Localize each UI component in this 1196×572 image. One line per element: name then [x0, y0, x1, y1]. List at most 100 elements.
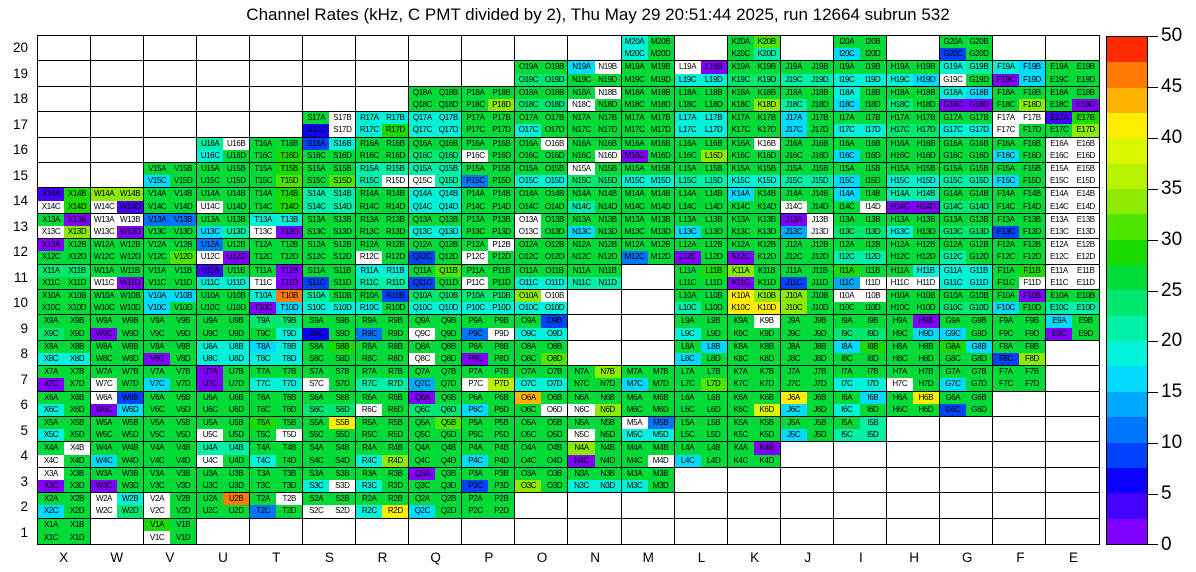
heatmap-cell: L10A: [674, 289, 701, 303]
heatmap-cell: H18D: [912, 98, 939, 112]
heatmap-cell: H10D: [912, 302, 939, 315]
heatmap-cell: S15D: [329, 175, 356, 188]
heatmap-cell: J15D: [806, 175, 833, 188]
heatmap-cell: H10C: [886, 302, 913, 315]
grid-box-P4: P4A P4B P4C P4D: [462, 442, 516, 468]
grid-box-G2: [939, 493, 993, 519]
grid-box-U14: U14A U14B U14C U14D: [197, 188, 251, 214]
grid-box-S4: S4A S4B S4C S4D: [303, 442, 357, 468]
heatmap-cell: L5C: [674, 429, 701, 442]
heatmap-cell: U2D: [223, 505, 250, 518]
heatmap-cell: T14C: [250, 200, 277, 213]
heatmap-cell: O19A: [515, 61, 542, 74]
heatmap-cell: N3A: [568, 467, 595, 480]
heatmap-cell: I14C: [833, 200, 860, 213]
heatmap-cell: K7B: [753, 366, 780, 379]
heatmap-cell: V1B: [170, 518, 197, 532]
heatmap-cell: T9A: [250, 315, 277, 328]
heatmap-cell: K8D: [753, 352, 780, 366]
grid-box-F10: F10A F10B F10C F10D: [992, 289, 1046, 316]
heatmap-cell: F8D: [1018, 352, 1045, 366]
colorbar-tick: [1148, 87, 1158, 88]
heatmap-cell: O6C: [515, 403, 542, 416]
heatmap-cell: N4D: [594, 454, 621, 467]
heatmap-cell: P8D: [488, 352, 515, 366]
heatmap-cell: I11A: [833, 264, 860, 277]
heatmap-cell: G13A: [939, 213, 966, 226]
heatmap-cell: K13C: [727, 225, 754, 239]
heatmap-cell: U14C: [197, 200, 224, 213]
heatmap-cell: U4D: [223, 454, 250, 467]
heatmap-cell: K5D: [753, 429, 780, 442]
heatmap-cell: O9C: [515, 327, 542, 340]
grid-box-L14: L14A L14B L14C L14D: [674, 188, 728, 214]
grid-box-R8: R8A R8B R8C R8D: [356, 340, 410, 367]
heatmap-cell: V10D: [170, 302, 197, 315]
colorbar-band: [1107, 113, 1147, 139]
heatmap-cell: E13B: [1072, 213, 1099, 226]
heatmap-cell: E15B: [1072, 162, 1099, 176]
grid-box-W6: W6A W6B W6C W6D: [91, 391, 145, 417]
heatmap-cell: O19D: [541, 73, 568, 86]
heatmap-cell: O9A: [515, 315, 542, 328]
heatmap-cell: O17C: [515, 124, 542, 137]
heatmap-cell: F17C: [992, 124, 1019, 137]
grid-box-O2: [515, 493, 569, 519]
heatmap-cell: R15C: [356, 175, 383, 188]
heatmap-cell: R12D: [382, 251, 409, 264]
heatmap-cell: Q4A: [409, 442, 436, 455]
heatmap-cell: E10D: [1072, 302, 1099, 315]
grid-box-N15: N15A N15B N15C N15D: [568, 162, 622, 189]
grid-box-G8: G8A G8B G8C G8D: [939, 340, 993, 367]
heatmap-cell: T10C: [250, 302, 277, 315]
grid-box-V18: [144, 86, 198, 113]
heatmap-cell: W14C: [91, 200, 118, 213]
heatmap-cell: V4A: [144, 442, 171, 455]
heatmap-cell: V4D: [170, 454, 197, 467]
grid-box-W13: W13A W13B W13C W13D: [91, 213, 145, 240]
heatmap-cell: F13D: [1018, 225, 1045, 239]
heatmap-cell: J15C: [780, 175, 807, 188]
heatmap-cell: R16B: [382, 137, 409, 150]
heatmap-cell: M3A: [621, 467, 648, 480]
grid-box-L19: L19A L19B L19C L19D: [674, 61, 728, 87]
heatmap-cell: O12B: [541, 239, 568, 252]
heatmap-cell: W5A: [91, 416, 118, 430]
heatmap-cell: M13D: [647, 225, 674, 239]
heatmap-cell: J5A: [780, 416, 807, 430]
heatmap-cell: M4D: [647, 454, 674, 467]
heatmap-cell: I9A: [833, 315, 860, 328]
heatmap-cell: F17A: [992, 112, 1019, 125]
colorbar-tick: [1148, 138, 1158, 139]
heatmap-cell: V2B: [170, 493, 197, 506]
heatmap-cell: F10D: [1018, 302, 1045, 315]
grid-box-L15: L15A L15B L15C L15D: [674, 162, 728, 189]
heatmap-cell: Q18B: [435, 86, 462, 99]
grid-box-G16: G16A G16B G16C G16D: [939, 137, 993, 163]
heatmap-cell: W5D: [117, 429, 144, 442]
grid-box-J16: J16A J16B J16C J16D: [780, 137, 834, 163]
heatmap-cell: F14A: [992, 188, 1019, 201]
heatmap-cell: E19B: [1072, 61, 1099, 74]
grid-box-X9: X9A X9B X9C X9D: [38, 315, 92, 341]
heatmap-cell: I20D: [859, 48, 886, 61]
grid-box-R4: R4A R4B R4C R4D: [356, 442, 410, 468]
heatmap-cell: I18B: [859, 86, 886, 99]
heatmap-cell: O11C: [515, 276, 542, 289]
heatmap-cell: J12D: [806, 251, 833, 264]
grid-box-S20: [303, 36, 357, 62]
heatmap-cell: V12C: [144, 251, 171, 264]
heatmap-cell: H10A: [886, 289, 913, 303]
heatmap-cell: Q3C: [409, 479, 436, 493]
heatmap-cell: H13B: [912, 213, 939, 226]
heatmap-cell: V10C: [144, 302, 171, 315]
heatmap-cell: F12D: [1018, 251, 1045, 264]
heatmap-cell: N4C: [568, 454, 595, 467]
heatmap-cell: R11D: [382, 276, 409, 289]
heatmap-cell: H14C: [886, 200, 913, 213]
heatmap-cell: R5A: [356, 416, 383, 430]
grid-box-S19: [303, 61, 357, 87]
heatmap-cell: E15C: [1045, 175, 1073, 188]
heatmap-cell: W6C: [91, 403, 118, 416]
heatmap-cell: K13B: [753, 213, 780, 226]
